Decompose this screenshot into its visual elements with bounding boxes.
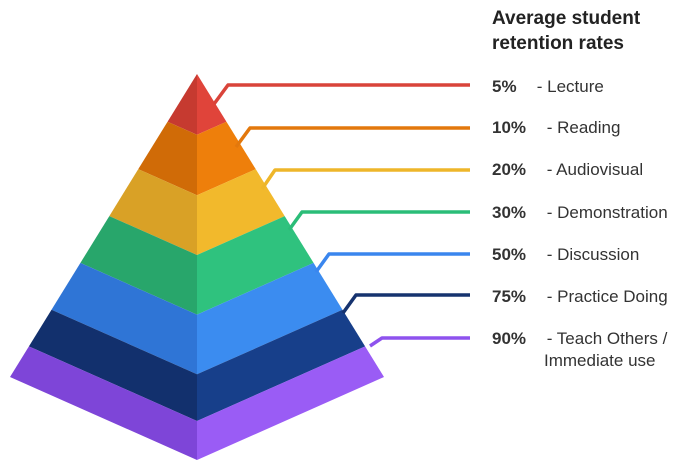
pyramid-layer-left-discussion xyxy=(51,262,197,375)
level-percent: 20% xyxy=(492,160,527,179)
level-item-teach-others: 90% - Teach Others / Immediate use xyxy=(492,328,667,372)
level-label: - Practice Doing xyxy=(546,287,668,306)
pyramid-layer-right-teach-others xyxy=(197,346,384,460)
level-label: - Reading xyxy=(546,118,621,137)
level-item-audiovisual: 20% - Audiovisual xyxy=(492,159,643,181)
pyramid-layers xyxy=(10,74,384,460)
pyramid-layer-left-teach-others xyxy=(10,346,197,460)
level-percent: 90% xyxy=(492,329,527,348)
level-item-practice-doing: 75% - Practice Doing xyxy=(492,286,668,308)
pyramid-layer-right-audiovisual xyxy=(197,169,285,255)
leader-line-audiovisual xyxy=(260,168,470,190)
pyramid-layer-right-discussion xyxy=(197,262,343,375)
level-percent: 75% xyxy=(492,287,527,306)
leader-line-demonstration xyxy=(287,210,470,232)
diagram-title: Average student retention rates xyxy=(492,8,641,54)
level-item-reading: 10% - Reading xyxy=(492,117,620,139)
pyramid-layer-right-practice-doing xyxy=(197,309,366,421)
level-label: - Demonstration xyxy=(546,203,668,222)
level-percent: 30% xyxy=(492,203,527,222)
level-label: - Lecture xyxy=(536,77,604,96)
level-label: - Audiovisual xyxy=(546,160,644,179)
leader-line-lecture xyxy=(212,83,470,106)
level-item-demonstration: 30% - Demonstration xyxy=(492,202,668,224)
leader-line-practice-doing xyxy=(341,293,470,315)
pyramid-layer-left-demonstration xyxy=(80,216,197,315)
level-percent: 10% xyxy=(492,118,527,137)
leader-line-teach-others xyxy=(369,336,470,348)
pyramid-layer-left-practice-doing xyxy=(28,309,197,421)
level-label: - Teach Others / xyxy=(546,329,668,348)
pyramid-layer-left-audiovisual xyxy=(109,169,197,255)
level-label-line2: Immediate use xyxy=(544,351,656,370)
pyramid-layer-left-lecture xyxy=(167,74,197,135)
pyramid-layer-right-lecture xyxy=(197,74,227,135)
leader-line-reading xyxy=(234,126,470,149)
leader-line-discussion xyxy=(314,252,470,274)
level-item-lecture: 5% - Lecture xyxy=(492,76,604,98)
leader-lines xyxy=(212,83,470,348)
pyramid-layer-right-demonstration xyxy=(197,216,314,315)
level-percent: 50% xyxy=(492,245,527,264)
level-label: - Discussion xyxy=(546,245,640,264)
level-item-discussion: 50% - Discussion xyxy=(492,244,639,266)
pyramid-layer-left-reading xyxy=(138,121,197,196)
pyramid-layer-right-reading xyxy=(197,121,256,196)
level-percent: 5% xyxy=(492,77,517,96)
